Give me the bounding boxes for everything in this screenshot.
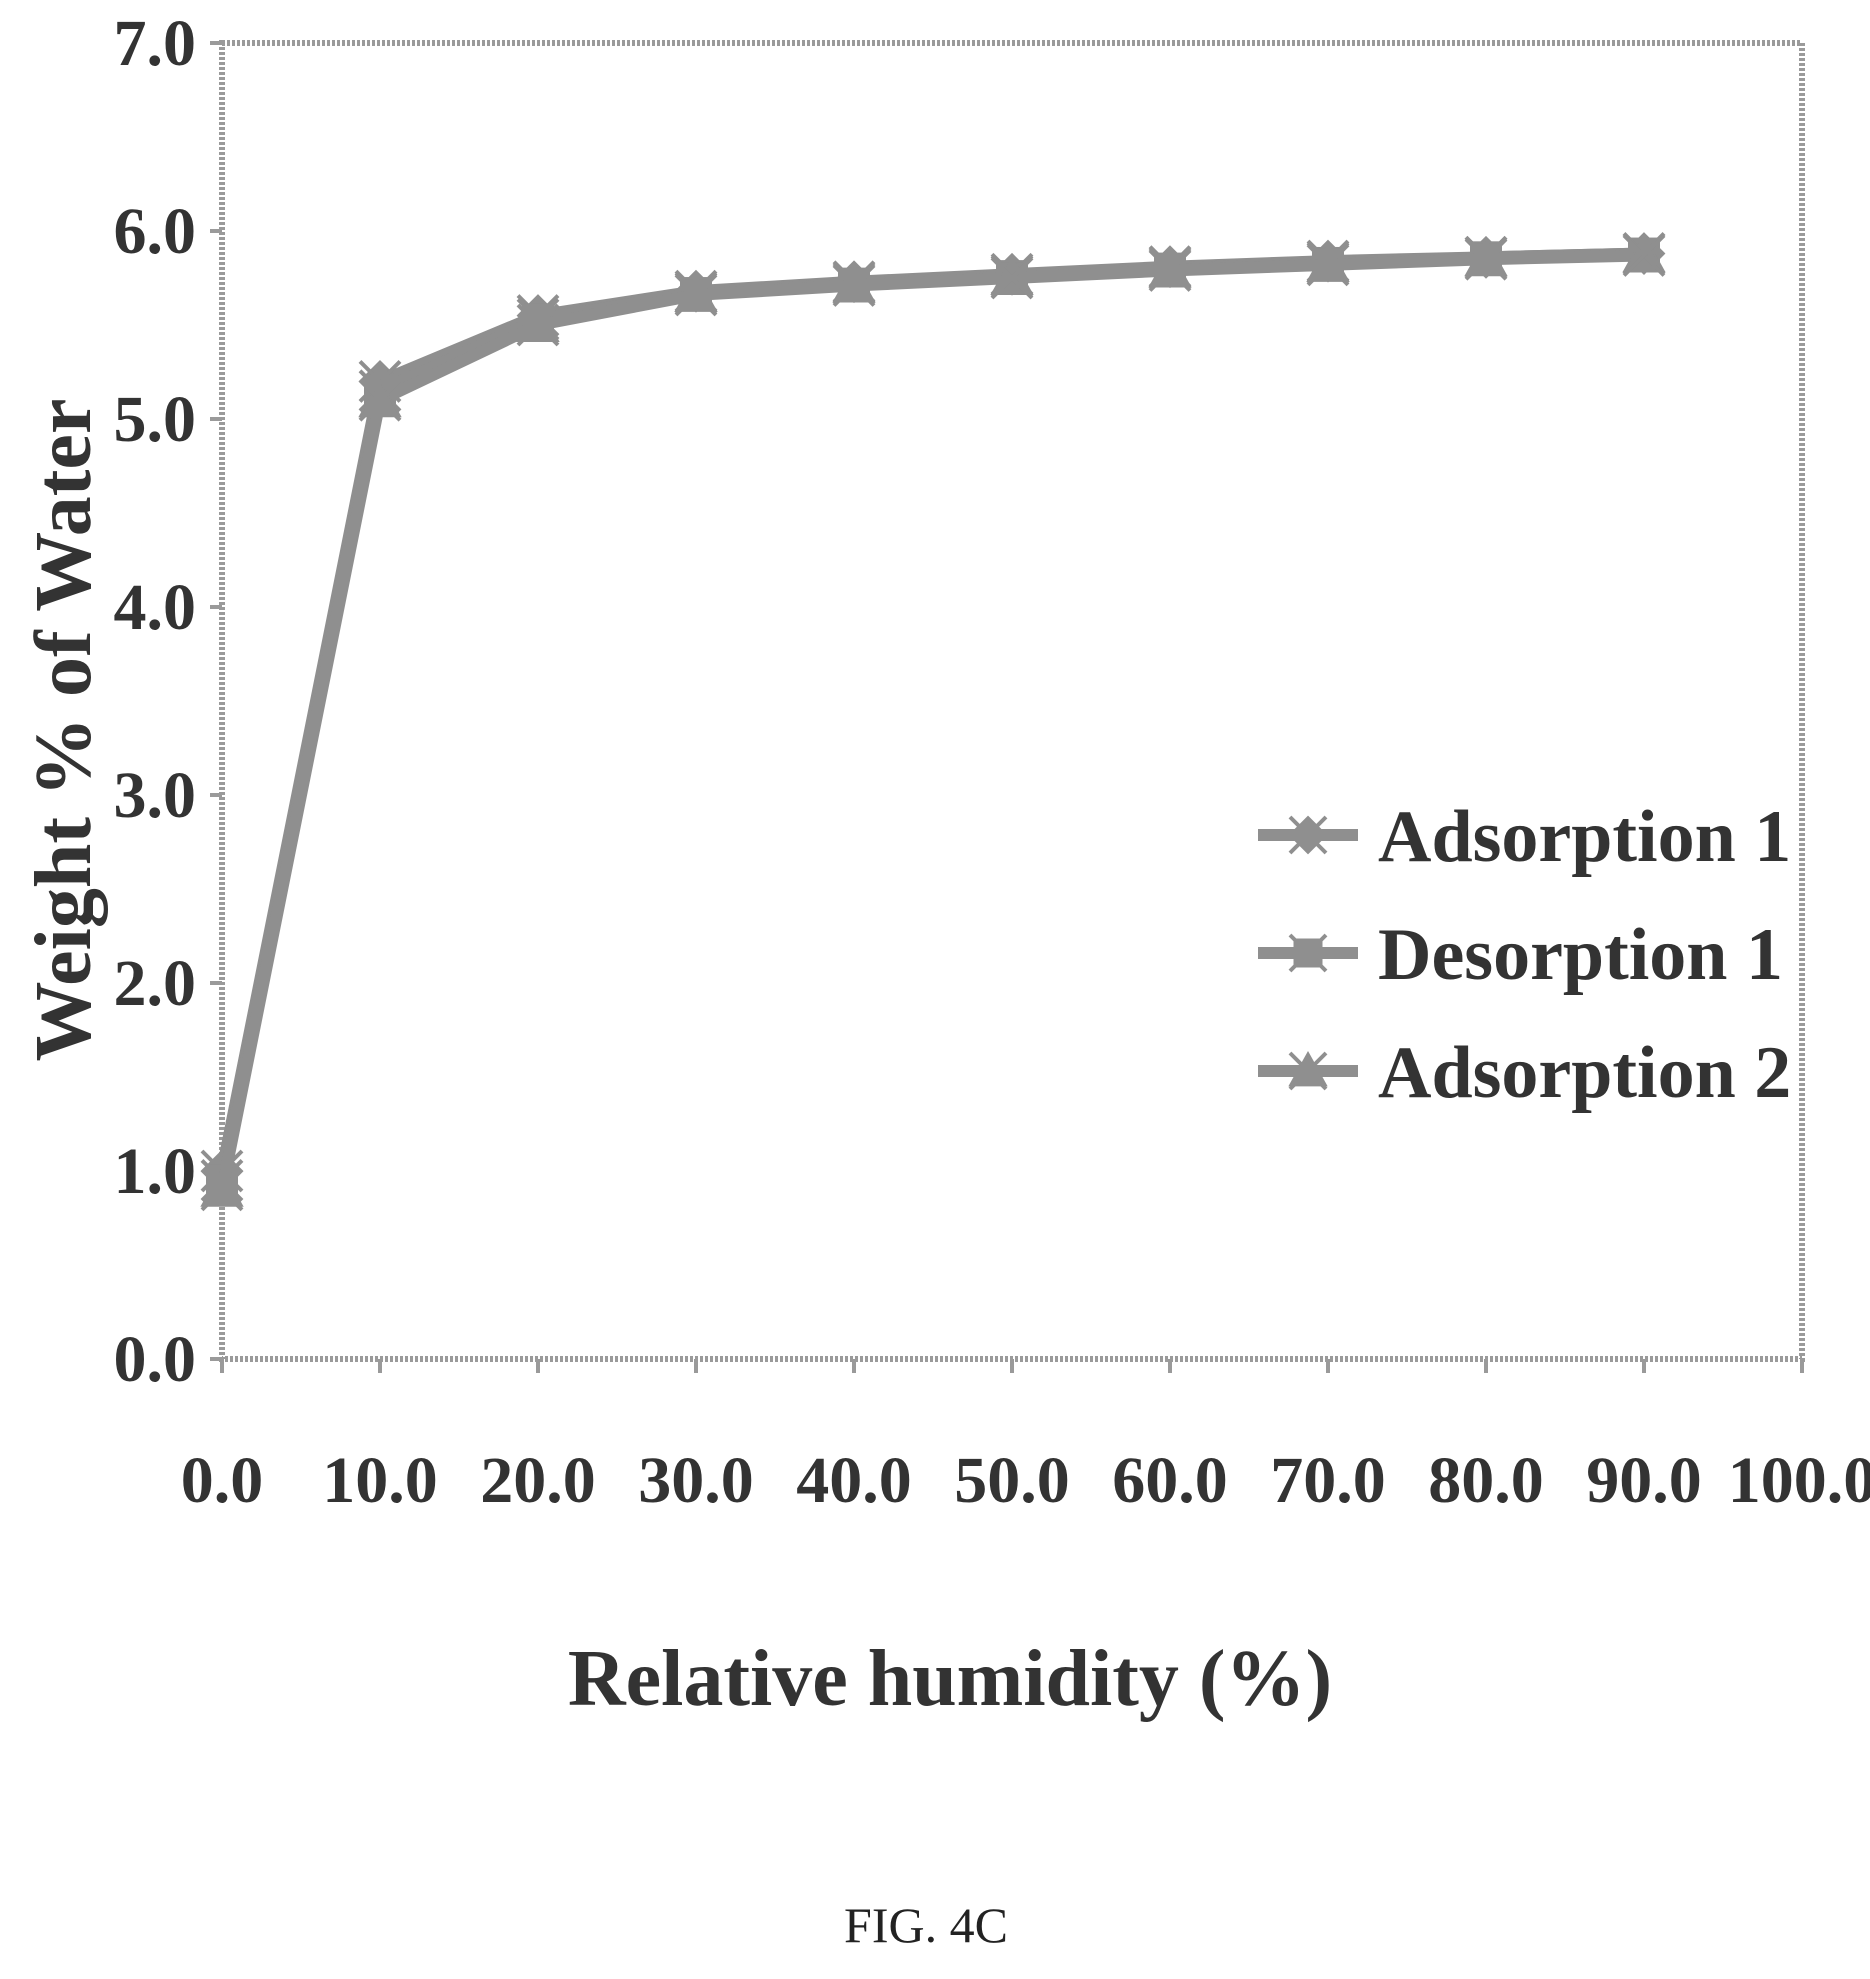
y-tick-label: 2.0 (114, 947, 197, 1020)
data-point-cross (200, 1168, 244, 1212)
x-tick-label: 60.0 (1112, 1444, 1228, 1517)
y-axis-ticks: 0.0 1.0 2.0 3.0 4.0 5.0 6.0 7.0 (114, 7, 222, 1396)
data-point-cross (358, 378, 402, 422)
legend-marker-cross (1288, 1051, 1328, 1091)
data-point-cross (674, 273, 718, 317)
x-tick-label: 10.0 (322, 1444, 438, 1517)
x-tick-label: 90.0 (1586, 1444, 1702, 1517)
data-point-cross (990, 256, 1034, 300)
x-axis-title: Relative humidity (%) (568, 1635, 1332, 1723)
x-tick-label: 30.0 (638, 1444, 754, 1517)
data-point-cross (1464, 237, 1508, 281)
data-point-cross (1148, 249, 1192, 292)
data-point-cross (1306, 243, 1350, 287)
series-layer (200, 232, 1666, 1212)
legend-item: Adsorption 2 (1258, 1032, 1791, 1114)
y-tick-label: 3.0 (114, 759, 197, 832)
x-tick-label: 40.0 (796, 1444, 912, 1517)
data-point-cross (516, 303, 560, 347)
x-tick-label: 50.0 (954, 1444, 1070, 1517)
series-3 (200, 233, 1666, 1212)
y-tick-label: 5.0 (114, 383, 197, 456)
legend-label: Adsorption 2 (1378, 1032, 1791, 1114)
y-tick-label: 0.0 (114, 1323, 197, 1396)
y-tick-label: 7.0 (114, 7, 197, 80)
legend-item: Desorption 1 (1258, 914, 1783, 996)
x-tick-label: 0.0 (181, 1444, 264, 1517)
y-tick-label: 4.0 (114, 571, 197, 644)
legend-label: Desorption 1 (1378, 914, 1783, 996)
y-tick-label: 1.0 (114, 1135, 197, 1208)
plot-frame (219, 40, 1805, 1362)
data-point-cross (832, 264, 876, 307)
x-axis-ticks: 0.0 10.0 20.0 30.0 40.0 50.0 60.0 70.0 80.0 90.0 1… (181, 1359, 1870, 1517)
legend-label: Adsorption 1 (1378, 796, 1791, 878)
x-tick-label: 70.0 (1270, 1444, 1386, 1517)
series-line (216, 249, 1645, 1191)
legend: Adsorption 1 Desorption 1 Adsorption 2 (1258, 796, 1791, 1114)
data-point-cross (1622, 234, 1666, 277)
legend-marker-cross (1288, 815, 1328, 855)
x-tick-label: 20.0 (480, 1444, 596, 1517)
y-axis-title: Weight % of Water (20, 399, 108, 1062)
x-tick-label: 80.0 (1428, 1444, 1544, 1517)
y-tick-label: 6.0 (114, 195, 197, 268)
legend-item: Adsorption 1 (1258, 796, 1791, 878)
x-tick-label: 100.0 (1728, 1444, 1870, 1517)
legend-marker-cross (1288, 933, 1328, 973)
figure-caption: FIG. 4C (844, 1897, 1008, 1953)
